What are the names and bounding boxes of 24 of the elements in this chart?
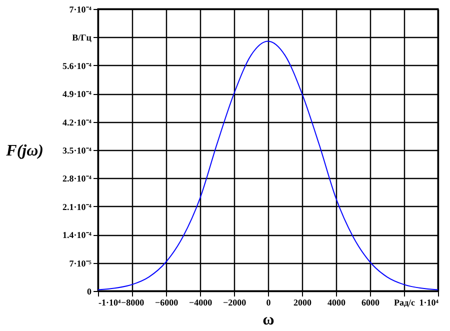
x-tick-label: 4000 xyxy=(328,298,346,308)
x-tick-label: 6000 xyxy=(362,298,380,308)
x-tick-label: -1·10⁴ xyxy=(98,298,121,308)
x-tick-label: 1·10⁴ xyxy=(419,298,439,308)
y-tick-label: 2.1·10⁻⁴ xyxy=(62,202,92,212)
x-tick-label: −6000 xyxy=(154,298,179,308)
y-axis-title: F(jω) xyxy=(5,142,44,160)
y-tick-label: 5.6·10⁻⁴ xyxy=(62,60,92,71)
y-tick-label: 0 xyxy=(87,286,92,296)
y-tick-label: 2.8·10⁻⁴ xyxy=(62,174,92,184)
x-tick-label: −8000 xyxy=(120,298,145,308)
x-axis-title: ω xyxy=(262,312,275,328)
y-tick-label: 7·10⁻⁴ xyxy=(69,4,92,14)
x-tick-label: 2000 xyxy=(294,298,312,308)
x-tick-label: 0 xyxy=(266,298,272,308)
y-tick-label: 7·10⁻⁵ xyxy=(69,258,92,268)
y-tick-label: 3.5·10⁻⁴ xyxy=(62,146,92,156)
x-tick-label: Рад/с xyxy=(394,298,416,308)
y-tick-label: 4.9·10⁻⁴ xyxy=(62,89,92,100)
y-tick-label: В/Гц xyxy=(72,32,92,43)
y-tick-label: 1.4·10⁻⁴ xyxy=(62,230,92,240)
x-tick-label: −4000 xyxy=(188,298,213,308)
x-tick-label: −2000 xyxy=(222,298,247,308)
y-tick-label: 4.2·10⁻⁴ xyxy=(62,117,92,128)
